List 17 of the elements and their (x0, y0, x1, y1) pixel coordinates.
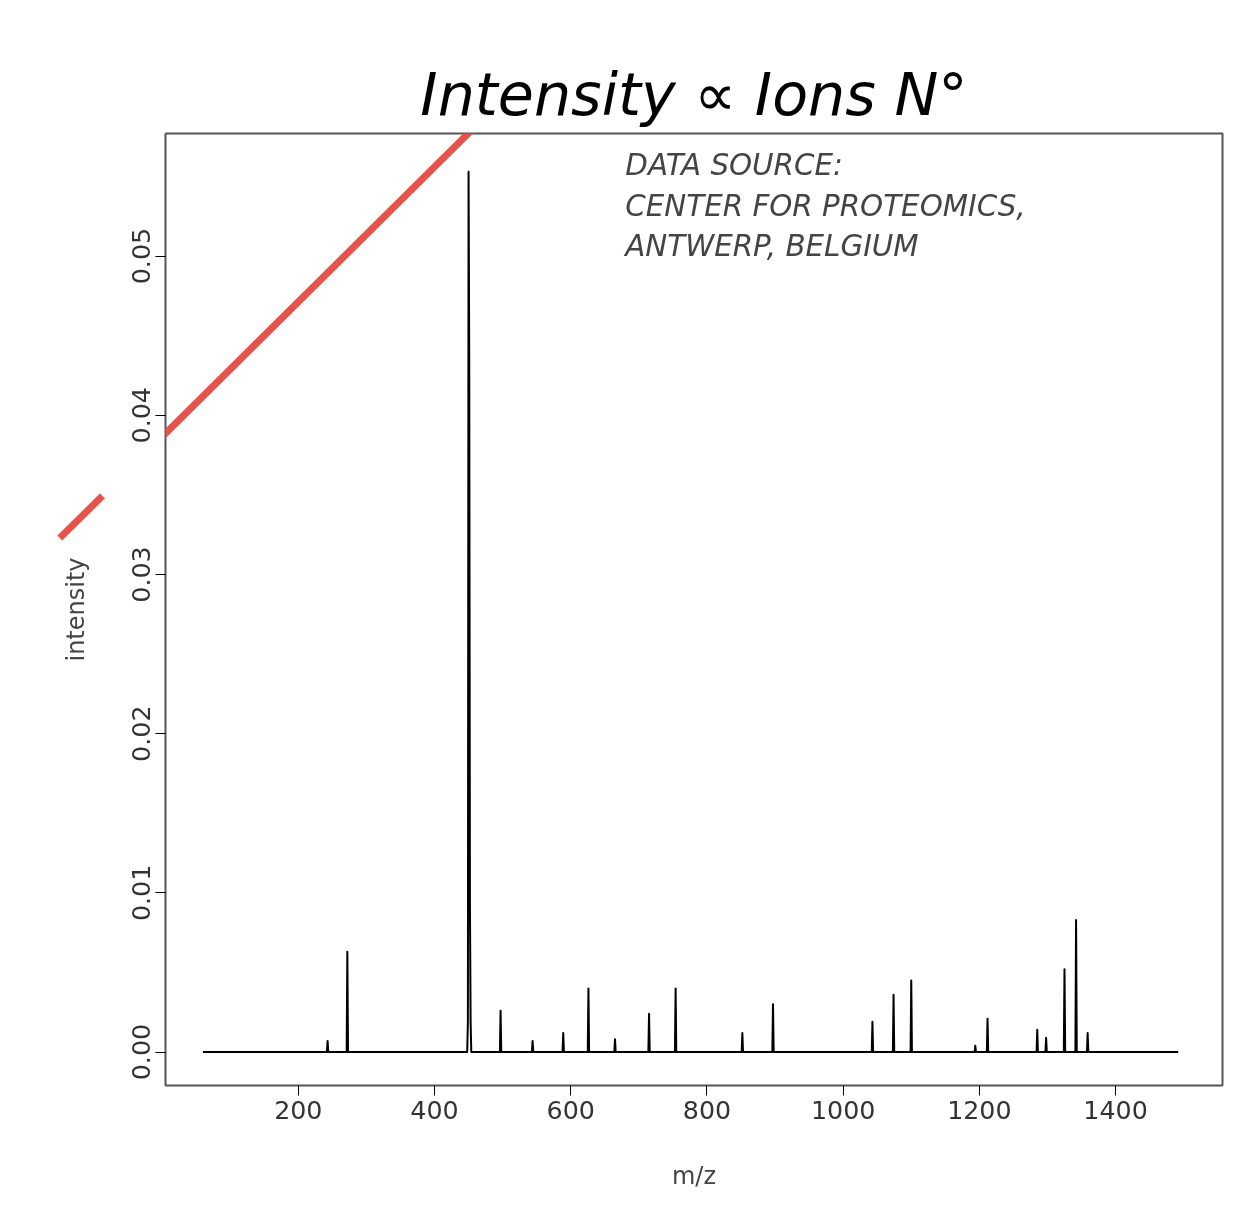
x-tick-label: 600 (546, 1094, 595, 1125)
y-tick-label: 0.02 (126, 705, 157, 762)
chart-title: Intensity ∝ Ions N° (420, 60, 968, 129)
x-axis-title: m/z (671, 1161, 717, 1190)
x-tick-label: 400 (410, 1094, 459, 1125)
y-tick-label: 0.04 (126, 387, 157, 444)
y-axis-title: intensity (61, 557, 90, 662)
x-tick-label: 800 (682, 1094, 732, 1125)
y-tick-label: 0.01 (126, 864, 157, 922)
y-tick-label: 0.03 (126, 546, 157, 603)
annotation: DATA SOURCE: CENTER FOR PROTEOMICS, ANTWERP, BELGIUM (623, 147, 1026, 264)
y-tick-label: 0.00 (126, 1023, 157, 1081)
x-tick-label: 1200 (947, 1094, 1012, 1125)
x-tick-label: 1400 (1083, 1094, 1148, 1125)
x-tick-label: 1000 (810, 1094, 876, 1125)
y-tick-label: 0.05 (126, 227, 157, 285)
x-tick-label: 200 (274, 1094, 323, 1125)
